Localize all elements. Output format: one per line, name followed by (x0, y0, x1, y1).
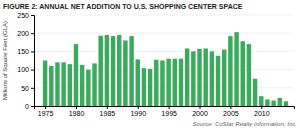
x-tick-label: 2000 (192, 110, 208, 117)
bar (55, 62, 59, 106)
x-tick-label: 1975 (38, 110, 54, 117)
y-tick-label: 100 (17, 66, 29, 73)
bar (111, 36, 115, 106)
y-axis-title: Millions of Square Feet (GLA) (2, 21, 8, 100)
bar (228, 36, 232, 106)
x-tick: 2005 (223, 106, 239, 117)
bar (284, 101, 288, 106)
y-axis-line (31, 16, 35, 107)
bar (49, 66, 53, 106)
grid-line (34, 51, 294, 52)
bar (98, 36, 102, 106)
bar (105, 35, 109, 106)
title: FIGURE 2: ANNUAL NET ADDITION TO U.S. SH… (3, 3, 243, 10)
bar (234, 32, 238, 106)
bar (185, 48, 189, 106)
bar (271, 101, 275, 106)
bar (61, 62, 65, 106)
bar (68, 64, 72, 106)
bar (43, 61, 47, 107)
x-tick-mark (45, 106, 46, 109)
y-tick: 250 (17, 12, 34, 19)
bar (265, 99, 269, 106)
x-tick: 2000 (192, 106, 208, 117)
x-tick-mark (200, 106, 201, 109)
bar (241, 41, 245, 106)
y-tick-mark (31, 15, 34, 16)
bar (259, 96, 263, 106)
chart-svg: 1975 1980 1985 1990 1995 2000 2005 2010 0 50 100 15… (0, 0, 300, 128)
x-tick-label: 1985 (100, 110, 116, 117)
bar (197, 49, 201, 106)
bar (166, 59, 170, 106)
x-tick: 1980 (69, 106, 85, 117)
bar (117, 35, 121, 106)
bar (191, 51, 195, 106)
bar (203, 48, 207, 106)
x-tick-mark (169, 106, 170, 109)
grid-line (34, 33, 294, 34)
bar (92, 63, 96, 106)
x-axis-line (35, 107, 295, 110)
bar (123, 40, 127, 106)
bar (253, 79, 257, 106)
y-tick-label: 200 (17, 30, 29, 37)
x-tick-label: 1995 (161, 110, 177, 117)
bar (173, 59, 177, 106)
y-tick: 100 (17, 66, 34, 73)
bar (160, 61, 164, 107)
y-tick-mark (31, 106, 34, 107)
x-tick-mark (261, 106, 262, 109)
y-tick-mark (31, 33, 34, 34)
x-tick-mark (76, 106, 77, 109)
grid (34, 15, 294, 106)
annotation: Source: CoStar Realty Information, Inc. (193, 121, 297, 127)
bar (148, 69, 152, 106)
bar (136, 59, 140, 106)
bars (43, 32, 288, 106)
x-tick: 1990 (130, 106, 146, 117)
x-tick: 1995 (161, 106, 177, 117)
bar (154, 60, 158, 106)
chart-container: 1975 1980 1985 1990 1995 2000 2005 2010 0 50 100 15… (0, 0, 300, 128)
y-tick-mark (31, 70, 34, 71)
bar (247, 44, 251, 106)
x-tick-label: 1990 (130, 110, 146, 117)
x-tick-mark (230, 106, 231, 109)
x-axis: 1975 1980 1985 1990 1995 2000 2005 2010 (35, 106, 295, 117)
bar (86, 70, 90, 106)
x-tick-label: 1980 (69, 110, 85, 117)
y-tick: 50 (21, 85, 34, 92)
bar (142, 68, 146, 106)
y-tick-label: 150 (17, 48, 29, 55)
bar (222, 50, 226, 106)
y-tick-mark (31, 51, 34, 52)
bar (210, 51, 214, 106)
y-tick: 0 (25, 103, 34, 110)
bar (216, 56, 220, 106)
x-tick-label: 2005 (223, 110, 239, 117)
bar (179, 59, 183, 106)
grid-line (34, 15, 294, 16)
y-tick-label: 0 (25, 103, 29, 110)
x-tick: 1985 (100, 106, 116, 117)
bar (80, 65, 84, 106)
y-tick: 150 (17, 48, 34, 55)
y-tick: 200 (17, 30, 34, 37)
x-tick-label: 2010 (254, 110, 270, 117)
x-tick-mark (107, 106, 108, 109)
bar (129, 36, 133, 106)
y-tick-mark (31, 88, 34, 89)
x-tick: 1975 (38, 106, 54, 117)
y-axis: 0 50 100 150 200 250 (17, 12, 34, 110)
bar (74, 44, 78, 106)
x-tick: 2010 (254, 106, 270, 117)
y-tick-label: 50 (21, 85, 29, 92)
bar (278, 98, 282, 106)
x-tick-mark (138, 106, 139, 109)
y-tick-label: 250 (17, 12, 29, 19)
